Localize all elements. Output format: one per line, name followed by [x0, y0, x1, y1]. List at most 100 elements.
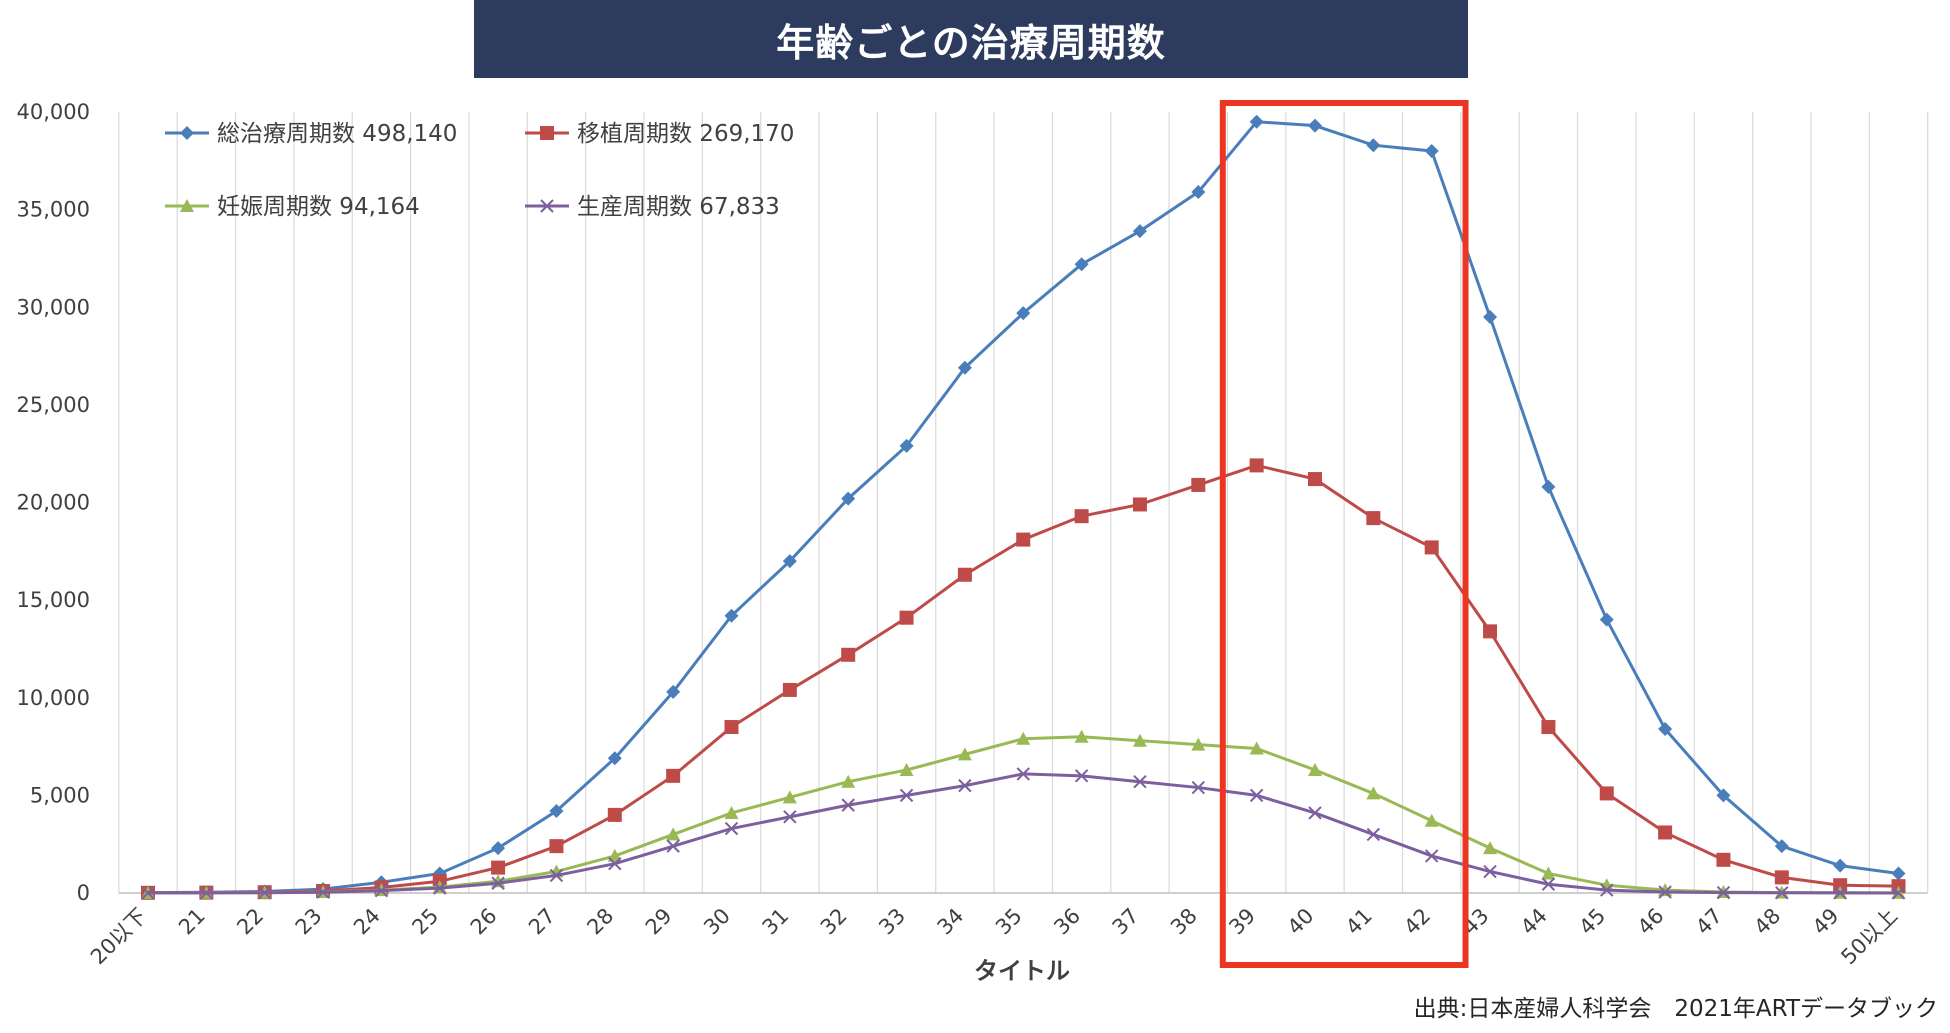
x-tick-label: 31 — [758, 904, 794, 940]
data-point — [1833, 858, 1848, 873]
data-point — [1016, 731, 1031, 745]
data-point — [1308, 806, 1322, 820]
data-point-stroke — [1366, 827, 1381, 842]
data-point — [841, 774, 856, 788]
x-tick-label: 20以下 — [86, 904, 152, 970]
x-tick-label: 40 — [1283, 904, 1319, 940]
data-point — [1658, 721, 1673, 736]
series-0 — [141, 114, 1906, 900]
data-point — [1483, 310, 1498, 325]
data-point-stroke — [1424, 849, 1439, 863]
data-point — [491, 860, 506, 875]
x-tick-label: 37 — [1108, 904, 1144, 940]
data-point — [607, 751, 622, 766]
data-point — [1891, 866, 1906, 881]
y-tick-label: 25,000 — [17, 393, 90, 417]
data-point — [1541, 720, 1556, 735]
data-point — [841, 491, 856, 506]
data-point-stroke — [1658, 885, 1672, 899]
data-point — [1541, 877, 1556, 891]
series-2 — [141, 729, 1906, 899]
data-point — [899, 762, 914, 776]
data-point — [724, 608, 739, 623]
legend-label: 移植周期数 269,170 — [577, 121, 794, 147]
data-point — [199, 886, 214, 900]
data-point — [783, 810, 797, 824]
data-point-stroke — [1775, 886, 1789, 900]
data-point — [666, 839, 680, 853]
legend-label: 総治療周期数 498,140 — [217, 121, 457, 147]
data-point — [666, 768, 681, 783]
data-point — [608, 857, 622, 871]
data-point — [1249, 114, 1264, 129]
data-point — [1541, 479, 1556, 494]
x-tick-label: 29 — [641, 904, 677, 940]
data-point — [1132, 733, 1147, 747]
data-point — [666, 827, 681, 841]
data-point — [1133, 775, 1147, 789]
source-note: 出典:日本産婦人科学会 2021年ARTデータブック — [1413, 996, 1938, 1022]
x-tick-label: 22 — [232, 904, 268, 940]
data-point — [782, 790, 797, 804]
data-point — [724, 720, 739, 735]
chart-title: 年齢ごとの治療周期数 — [776, 20, 1166, 65]
data-point-stroke — [257, 886, 272, 900]
y-tick-label: 10,000 — [17, 686, 90, 710]
data-point-stroke — [1308, 806, 1322, 820]
data-point-stroke — [1483, 864, 1497, 879]
data-point — [491, 876, 505, 890]
x-tick-label: 33 — [874, 904, 910, 940]
data-point-stroke — [608, 857, 622, 871]
data-point — [607, 807, 622, 822]
y-tick-label: 5,000 — [30, 783, 90, 807]
x-axis-label: タイトル — [974, 957, 1070, 985]
data-point — [316, 885, 330, 899]
data-point-stroke — [1716, 885, 1731, 900]
legend-label: 生産周期数 67,833 — [577, 194, 780, 220]
y-tick-label: 15,000 — [17, 588, 90, 612]
data-point — [724, 805, 739, 819]
data-point — [1016, 532, 1031, 547]
data-point — [1366, 138, 1381, 153]
chart-title-banner: 年齢ごとの治療周期数 — [474, 0, 1468, 78]
data-point — [1483, 864, 1497, 879]
data-point-stroke — [433, 881, 447, 895]
y-tick-label: 30,000 — [17, 295, 90, 319]
data-point — [1074, 509, 1089, 524]
data-point-stroke — [316, 885, 330, 899]
data-point — [1132, 224, 1147, 239]
data-point — [433, 881, 447, 895]
data-point — [1366, 827, 1381, 842]
data-point-stroke — [141, 886, 155, 900]
x-tick-label: 49 — [1808, 904, 1844, 940]
data-point-stroke — [958, 778, 972, 793]
x-tick-label: 50以上 — [1836, 904, 1902, 970]
series-group — [141, 114, 1906, 900]
data-point — [1191, 185, 1206, 200]
data-point — [1716, 788, 1731, 803]
data-point-stroke — [1891, 886, 1906, 900]
data-point — [1658, 825, 1673, 840]
data-point — [1366, 786, 1381, 800]
data-point — [1016, 767, 1030, 781]
x-tick-label: 32 — [816, 904, 852, 940]
legend-item: 移植周期数 269,170 — [525, 121, 794, 147]
legend-item: 妊娠周期数 94,164 — [165, 194, 420, 220]
x-tick-label: 39 — [1224, 904, 1260, 940]
data-point-stroke — [1600, 883, 1614, 897]
data-point — [180, 199, 194, 212]
data-point — [1308, 118, 1322, 133]
legend-item: 生産周期数 67,833 — [525, 194, 780, 220]
data-point-stroke — [1249, 788, 1264, 803]
data-point — [957, 567, 972, 582]
data-point — [1891, 886, 1906, 900]
y-tick-label: 35,000 — [17, 198, 90, 222]
data-point — [549, 868, 564, 883]
data-point-stroke — [1074, 769, 1089, 783]
data-point-stroke — [899, 788, 914, 803]
data-point — [491, 841, 506, 856]
data-point — [540, 126, 554, 140]
data-point — [1366, 511, 1381, 526]
data-point — [957, 360, 972, 375]
